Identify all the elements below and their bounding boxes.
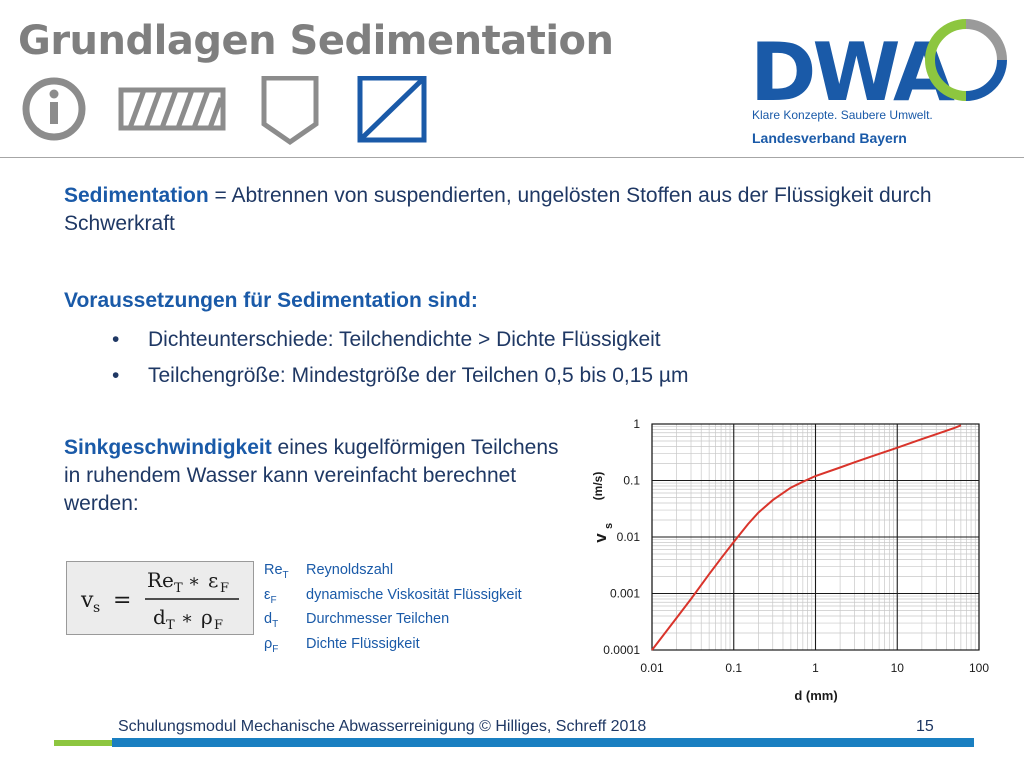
diagonal-square-icon [357,76,427,143]
chart-y-axis-label: v s (m/s) [591,472,615,543]
y-label-main: v [591,533,610,543]
legend-description: Reynoldszahl [306,562,394,578]
page-number: 15 [916,718,934,735]
list-item: Dichteunterschiede: Teilchendichte > Dic… [112,322,689,358]
info-icon [22,77,86,141]
shield-icon [261,76,319,146]
logo-ring-icon [924,19,1007,101]
legend-row: εF dynamische Viskosität Flüssigkeit [264,583,522,608]
formula-den-op: ∗ [181,608,193,629]
formula-num-a-sub: T [174,581,183,596]
chart-x-tick-labels: 0.01 0.1 1 10 100 [640,661,989,675]
legend-symbol-sub: T [272,618,279,630]
legend-row: ReT Reynoldszahl [264,558,522,583]
y-tick-label: 0.01 [617,530,641,544]
hatched-rectangle-icon [118,87,226,131]
definition-keyword: Sedimentation [64,184,209,207]
x-tick-label: 1 [812,661,819,675]
formula-num-b: ε [208,568,218,592]
requirements-list: Dichteunterschiede: Teilchendichte > Dic… [112,322,689,394]
logo-brand: DWA [750,26,955,119]
legend-description: Dichte Flüssigkeit [306,635,420,652]
formula-equals: = [113,588,131,613]
formula-den-b: ρ [201,605,213,629]
definition-paragraph: Sedimentation = Abtrennen von suspendier… [64,182,964,238]
formula-num-op: ∗ [188,571,200,592]
chart-y-tick-labels: 0.0001 0.001 0.01 0.1 1 [603,417,640,657]
formula-lhs-sub: s [93,600,100,616]
dwa-logo: DWA [750,19,1007,119]
formula-den-a-sub: T [166,618,175,633]
x-tick-label: 0.01 [640,661,664,675]
formula-num-b-sub: F [220,581,229,596]
requirements-heading: Voraussetzungen für Sedimentation sind: [64,289,478,312]
legend-symbol-sub: T [282,569,289,581]
formula-den-b-sub: F [214,618,223,633]
sinking-speed-keyword: Sinkgeschwindigkeit [64,436,272,459]
legend-description: Durchmesser Teilchen [306,611,450,627]
chart-x-axis-label: d (mm) [794,688,837,703]
header-icon-row [22,76,427,146]
legend-symbol: ε [264,586,271,603]
formula: v s = Re T ∗ ε F d T ∗ ρ F [80,568,239,633]
formula-legend: ReT Reynoldszahl εF dynamische Viskosität … [264,558,522,656]
legend-symbol: Re [264,562,283,578]
sinking-speed-text: eines kugelförmigen Teilchens in ruhende… [64,436,559,515]
y-tick-label: 0.0001 [603,643,640,657]
y-tick-label: 0.1 [623,474,640,488]
footer-accent-green [54,740,112,746]
definition-text: = Abtrennen von suspendierten, ungelöste… [64,184,932,235]
formula-den-a: d [153,605,166,629]
formula-num-a: Re [147,568,174,592]
sinking-speed-paragraph: Sinkgeschwindigkeit eines kugelförmigen … [64,434,564,518]
legend-symbol-sub: F [270,594,277,606]
logo-tagline: Klare Konzepte. Saubere Umwelt. [752,108,933,122]
y-tick-label: 1 [633,417,640,431]
x-tick-label: 10 [891,661,905,675]
page-title: Grundlagen Sedimentation [18,18,614,64]
y-label-sub: s [603,523,615,529]
list-item: Teilchengröße: Mindestgröße der Teilchen… [112,358,689,394]
logo-subtitle: Landesverband Bayern [752,130,907,146]
header-divider [0,157,1024,158]
formula-lhs: v [80,588,94,613]
footer-text: Schulungsmodul Mechanische Abwasserreini… [118,718,647,735]
legend-row: dT Durchmesser Teilchen [264,607,522,632]
y-label-unit: (m/s) [591,472,605,501]
legend-symbol: ρ [264,635,273,652]
footer-accent-blue [112,738,974,747]
chart-plot-frame [651,423,980,651]
settling-velocity-chart: 0.01 0.1 1 10 100 0.0001 0.001 0.01 0.1 1 d (mm)… [591,417,989,703]
x-tick-label: 0.1 [725,661,742,675]
legend-description: dynamische Viskosität Flüssigkeit [306,586,522,603]
formula-box: v s = Re T ∗ ε F d T ∗ ρ F [66,561,254,635]
legend-symbol-sub: F [272,643,279,655]
legend-symbol: d [264,611,273,627]
legend-row: ρF Dichte Flüssigkeit [264,632,522,657]
y-tick-label: 0.001 [610,587,640,601]
settling-velocity-line [651,424,962,651]
x-tick-label: 100 [969,661,989,675]
